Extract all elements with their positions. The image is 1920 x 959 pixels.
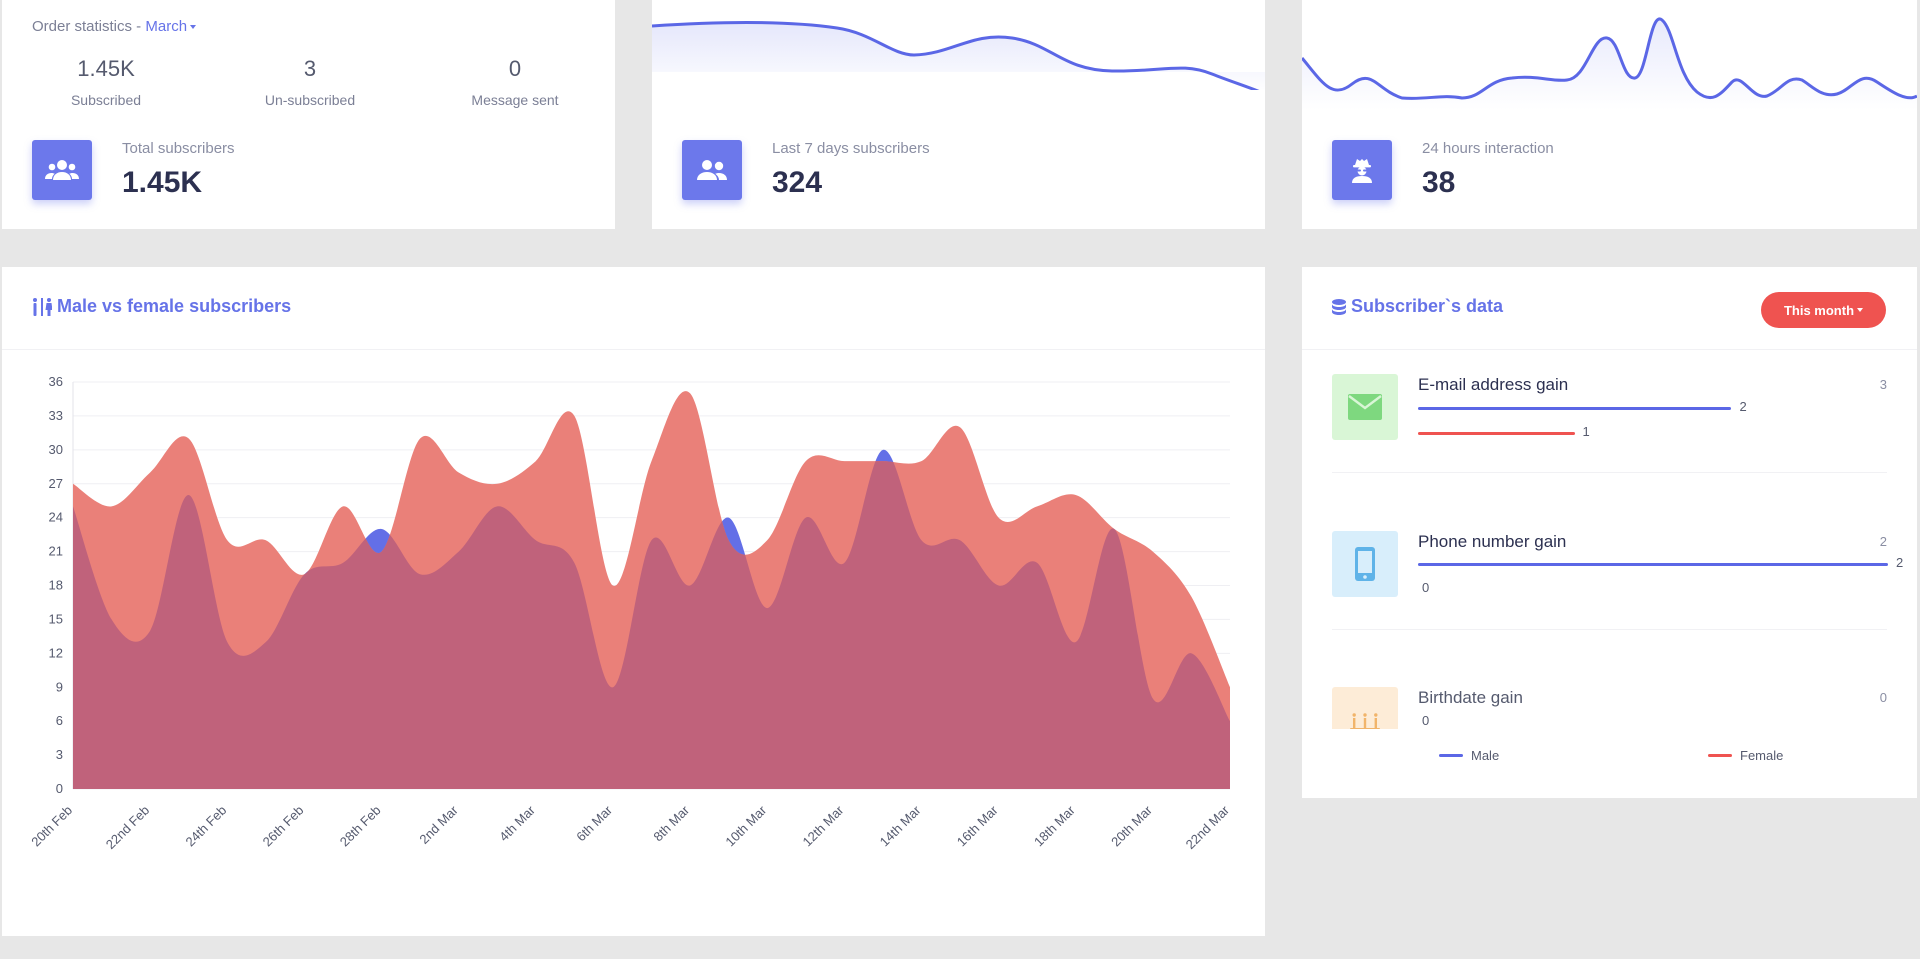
y-tick-label: 24 xyxy=(49,510,63,525)
x-tick-label: 12th Mar xyxy=(800,802,847,849)
month-dropdown-label: March xyxy=(145,18,188,35)
x-tick-label: 6th Mar xyxy=(573,802,615,844)
subscribers-data-title: Subscriber`s data xyxy=(1351,296,1504,316)
24-hours-value: 38 xyxy=(1422,166,1456,199)
users-icon xyxy=(32,140,92,200)
stat-label: Message sent xyxy=(471,92,559,108)
phone-female-count: 0 xyxy=(1422,580,1430,595)
y-tick-label: 30 xyxy=(49,442,63,457)
male-vs-female-title: Male vs female subscribers xyxy=(57,296,292,316)
list-divider xyxy=(1332,472,1887,473)
x-tick-label: 18th Mar xyxy=(1031,802,1078,849)
female-swatch xyxy=(1708,754,1732,757)
email-female-bar xyxy=(1418,432,1575,435)
caret-down-icon xyxy=(190,25,197,30)
x-tick-label: 26th Feb xyxy=(260,803,307,850)
legend-female: Female xyxy=(1708,748,1783,763)
series-area-overlap xyxy=(73,449,1230,789)
email-gain-total: 3 xyxy=(1879,377,1887,392)
birthday-cake-icon xyxy=(1332,687,1398,729)
period-dropdown-button[interactable]: This month xyxy=(1761,292,1886,328)
phone-gain-label: Phone number gain xyxy=(1418,532,1567,551)
total-subscribers-value: 1.45K xyxy=(122,166,203,199)
stat-label: Un-subscribed xyxy=(264,92,356,108)
message-sent-stat: 0 Message sent xyxy=(435,56,595,108)
database-icon xyxy=(1332,298,1346,315)
y-tick-label: 6 xyxy=(56,713,63,728)
birthdate-gain-label: Birthdate gain xyxy=(1418,688,1523,707)
last-7-days-label: Last 7 days subscribers xyxy=(772,140,930,157)
x-tick-label: 8th Mar xyxy=(650,802,692,844)
phone-gain-total: 2 xyxy=(1879,534,1887,549)
subscribed-stat: 1.45K Subscribed xyxy=(26,56,186,108)
x-tick-label: 20th Feb xyxy=(28,803,75,850)
y-tick-label: 3 xyxy=(56,747,63,762)
stat-value: 0 xyxy=(508,56,522,81)
user-friends-icon xyxy=(682,140,742,200)
legend-female-label: Female xyxy=(1740,748,1784,763)
period-dropdown-label: This month xyxy=(1783,302,1855,318)
y-tick-label: 27 xyxy=(49,476,63,491)
legend-male-label: Male xyxy=(1471,748,1500,763)
x-tick-label: 20th Mar xyxy=(1108,802,1155,849)
birthdate-male-count: 0 xyxy=(1422,713,1430,728)
stat-label: Subscribed xyxy=(70,92,142,108)
y-tick-label: 12 xyxy=(49,645,63,660)
birthdate-gain-total: 0 xyxy=(1879,690,1887,705)
user-secret-icon xyxy=(1332,140,1392,200)
card-divider xyxy=(2,349,1265,350)
stat-value: 3 xyxy=(303,56,317,81)
last-7-days-sparkline xyxy=(652,21,1265,90)
y-tick-label: 33 xyxy=(49,408,63,423)
month-dropdown[interactable]: March xyxy=(145,18,197,35)
x-tick-label: 2nd Mar xyxy=(416,802,461,847)
24-hours-card: 24 hours interaction 38 xyxy=(1302,0,1917,229)
phone-male-bar xyxy=(1418,563,1888,566)
y-tick-label: 15 xyxy=(49,611,63,626)
y-tick-label: 36 xyxy=(49,374,63,389)
total-subscribers-label: Total subscribers xyxy=(122,140,235,157)
subscriber-gain-list: E-mail address gain 3 2 1 Phone number g… xyxy=(1302,349,1917,729)
x-tick-label: 22nd Mar xyxy=(1183,802,1233,852)
male-swatch xyxy=(1439,754,1463,757)
email-male-count: 2 xyxy=(1739,399,1747,414)
email-gain-label: E-mail address gain xyxy=(1418,375,1569,394)
x-tick-label: 16th Mar xyxy=(954,802,1001,849)
stat-value: 1.45K xyxy=(77,56,135,81)
y-tick-label: 18 xyxy=(49,578,63,593)
x-tick-label: 10th Mar xyxy=(722,802,769,849)
male-vs-female-header: Male vs female subscribers xyxy=(32,296,291,317)
list-divider xyxy=(1332,629,1887,630)
last-7-days-value: 324 xyxy=(772,166,823,199)
legend-male: Male xyxy=(1439,748,1499,763)
male-vs-female-card: Male vs female subscribers 0 3 6 9 12 15 18 21 2… xyxy=(2,267,1265,936)
unsubscribed-stat: 3 Un-subscribed xyxy=(230,56,390,108)
order-statistics-card: Order statistics - March 1.45K Subscribe… xyxy=(2,0,615,229)
mobile-phone-icon xyxy=(1332,531,1398,597)
subscribers-data-card: Subscriber`s data This month E-mail addr… xyxy=(1302,267,1917,798)
24-hours-label: 24 hours interaction xyxy=(1422,140,1554,157)
y-tick-label: 21 xyxy=(49,544,63,559)
x-tick-label: 24th Feb xyxy=(182,803,229,850)
phone-male-count: 2 xyxy=(1896,555,1904,570)
order-statistics-title: Order statistics - xyxy=(32,18,146,35)
envelope-icon xyxy=(1332,374,1398,440)
y-tick-label: 0 xyxy=(56,781,63,796)
x-tick-label: 14th Mar xyxy=(877,802,924,849)
x-tick-label: 28th Feb xyxy=(337,803,384,850)
y-tick-label: 9 xyxy=(56,679,63,694)
order-statistics-header: Order statistics - March xyxy=(32,18,197,35)
card-divider xyxy=(1302,349,1917,350)
last-7-days-card: Last 7 days subscribers 324 xyxy=(652,0,1265,229)
x-tick-label: 4th Mar xyxy=(496,802,538,844)
email-female-count: 1 xyxy=(1582,424,1590,439)
24-hours-sparkline xyxy=(1302,17,1917,110)
email-male-bar xyxy=(1418,407,1732,410)
caret-down-icon xyxy=(1857,308,1864,312)
x-tick-label: 22nd Feb xyxy=(103,803,152,852)
male-female-icon xyxy=(33,297,52,316)
subscribers-data-header: Subscriber`s data xyxy=(1332,296,1503,317)
